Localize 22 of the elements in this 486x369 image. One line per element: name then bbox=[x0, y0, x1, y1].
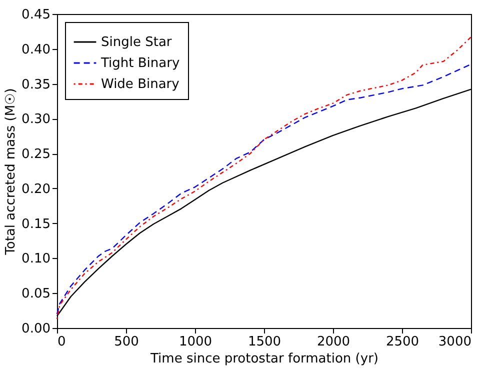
x-axis-title: Time since protostar formation (yr) bbox=[150, 352, 378, 366]
y-tick-label: 0.30 bbox=[22, 112, 50, 128]
y-axis-title: Total accreted mass (M☉) bbox=[4, 88, 19, 256]
x-tick-label: 3000 bbox=[438, 334, 472, 350]
x-tick-label: 1000 bbox=[178, 334, 212, 350]
legend-label: Single Star bbox=[101, 35, 172, 50]
y-tick-label: 0.15 bbox=[22, 216, 50, 232]
x-tick-label: 1500 bbox=[248, 334, 282, 350]
y-tick-label: 0.05 bbox=[22, 286, 50, 302]
y-tick-label: 0.40 bbox=[22, 42, 50, 58]
y-tick-label: 0.35 bbox=[22, 77, 50, 92]
x-tick-label: 0 bbox=[58, 334, 66, 350]
x-tick-label: 500 bbox=[114, 334, 139, 350]
x-tick-label: 2500 bbox=[386, 334, 420, 350]
legend-label: Tight Binary bbox=[100, 56, 180, 71]
x-tick-label: 2000 bbox=[316, 334, 350, 350]
y-tick-label: 0.25 bbox=[22, 147, 50, 162]
y-tick-label: 0.45 bbox=[22, 8, 50, 22]
y-tick-label: 0.10 bbox=[22, 252, 50, 267]
legend-label: Wide Binary bbox=[101, 77, 180, 92]
y-tick-label: 0.00 bbox=[22, 322, 50, 336]
y-tick-label: 0.20 bbox=[22, 182, 50, 197]
